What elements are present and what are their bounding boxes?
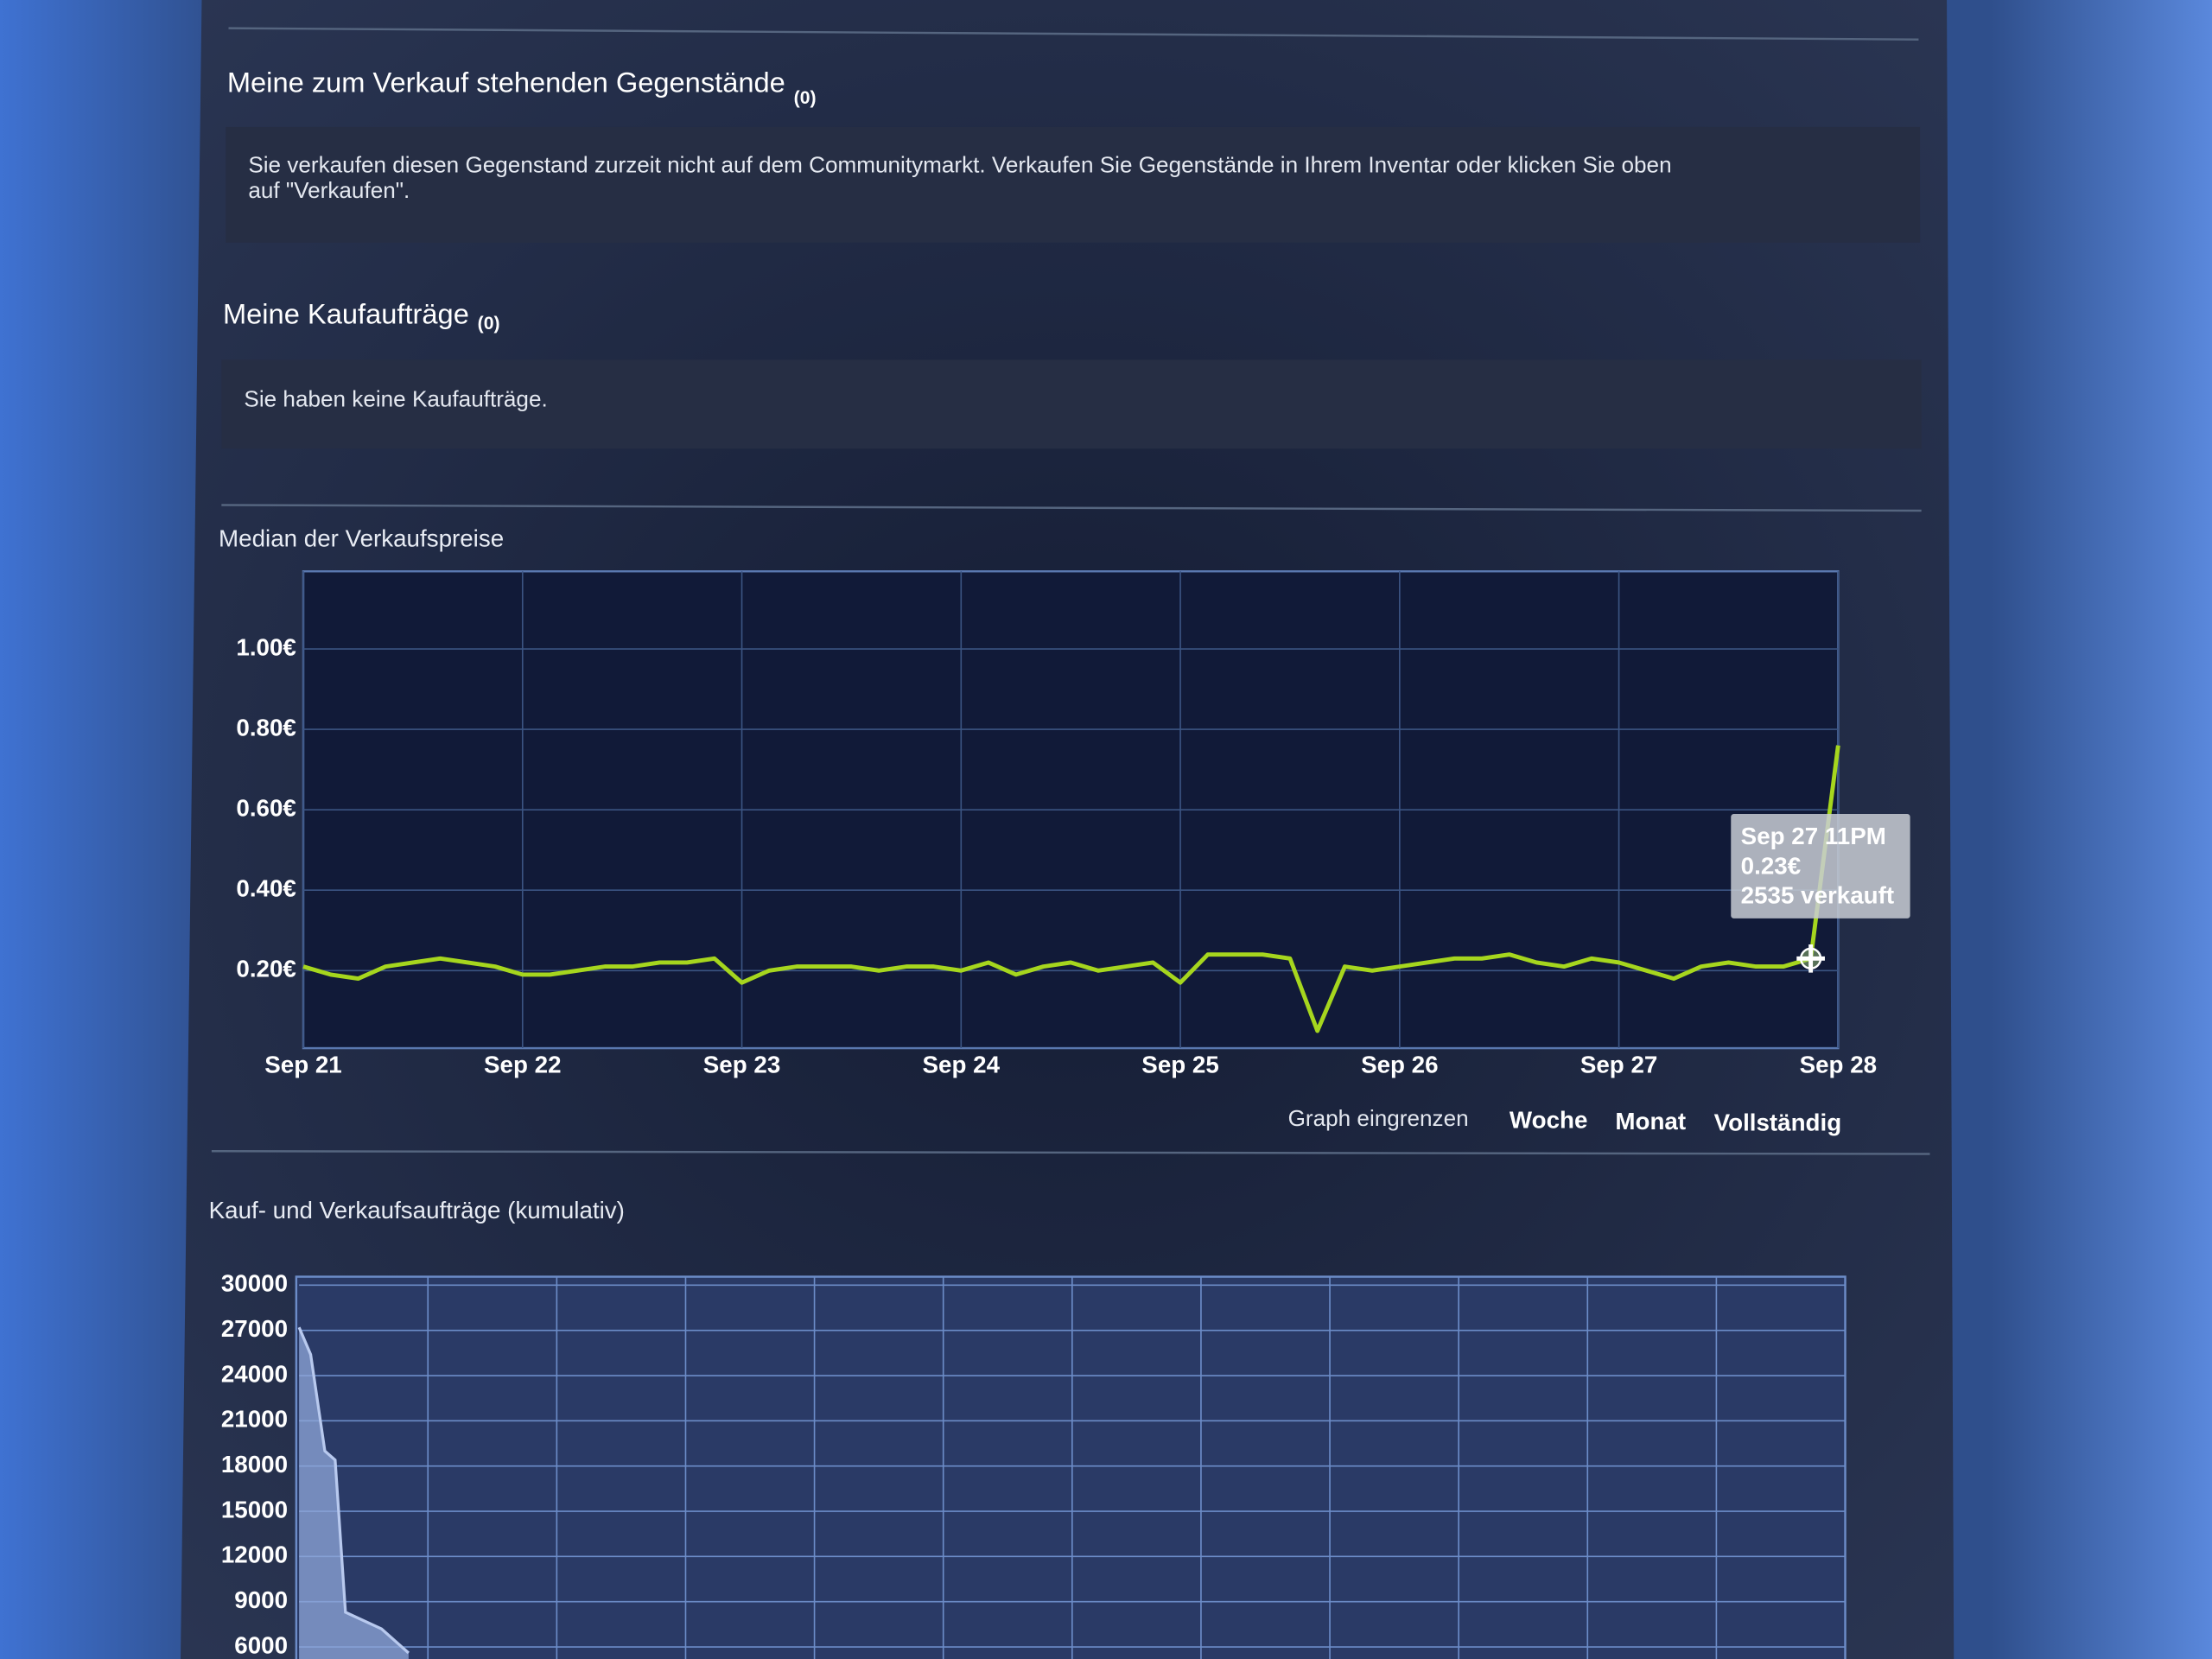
range-full[interactable]: Vollständig: [1714, 1109, 1842, 1136]
range-label: Graph eingrenzen: [1288, 1105, 1469, 1131]
x-tick-label: Sep 28: [1800, 1052, 1877, 1078]
order-area: [299, 1327, 409, 1659]
chart-title: Median der Verkaufspreise: [219, 525, 504, 552]
divider: [211, 1150, 1930, 1155]
y-tick-label: 15000: [221, 1496, 288, 1522]
info-box: [226, 126, 1921, 243]
x-tick-label: Sep 27: [1580, 1052, 1657, 1078]
y-tick-label: 9000: [234, 1586, 288, 1613]
tooltip-text: 0.23€: [1741, 852, 1801, 879]
x-tick-label: Sep 22: [484, 1052, 561, 1078]
section-count: (0): [478, 314, 500, 334]
tooltip-text: Sep 27 11PM: [1741, 823, 1886, 849]
y-tick-label: 18000: [221, 1451, 288, 1478]
section-title: Meine Kaufaufträge: [223, 297, 469, 329]
divider: [228, 27, 1919, 41]
x-tick-label: Sep 23: [703, 1052, 780, 1078]
chart-title: Kauf- und Verkaufsaufträge (kumulativ): [209, 1197, 625, 1224]
section-count: (0): [794, 88, 817, 108]
y-tick-label: 30000: [221, 1270, 288, 1297]
y-tick-label: 27000: [221, 1315, 288, 1342]
y-tick-label: 24000: [221, 1360, 288, 1387]
tooltip-text: 2535 verkauft: [1741, 882, 1894, 909]
info-text: Sie verkaufen diesen Gegenstand zurzeit …: [248, 152, 1671, 178]
tooltip: [1731, 814, 1910, 918]
y-tick-label: 6000: [234, 1631, 288, 1658]
x-tick-label: Sep 26: [1361, 1052, 1438, 1078]
info-box: [221, 359, 1922, 449]
section-title: Meine zum Verkauf stehenden Gegenstände: [227, 67, 785, 99]
info-text: Sie haben keine Kaufaufträge.: [244, 386, 547, 412]
y-tick-label: 0.80€: [236, 714, 296, 741]
x-tick-label: Sep 21: [264, 1052, 341, 1078]
x-tick-label: Sep 24: [923, 1052, 1001, 1078]
crosshair: [1796, 944, 1825, 973]
range-week[interactable]: Woche: [1510, 1106, 1587, 1133]
divider: [221, 504, 1922, 512]
range-month[interactable]: Monat: [1615, 1108, 1686, 1135]
price-line: [302, 745, 1840, 1033]
y-tick-label: 12000: [221, 1541, 288, 1568]
y-tick-label: 0.20€: [236, 956, 296, 982]
y-tick-label: 21000: [221, 1406, 288, 1433]
info-text: auf "Verkaufen".: [248, 177, 410, 203]
y-tick-label: 0.60€: [236, 794, 296, 821]
y-tick-label: 0.40€: [236, 875, 296, 902]
order-line: [297, 1326, 410, 1655]
x-tick-label: Sep 25: [1141, 1052, 1218, 1078]
y-tick-label: 1.00€: [236, 633, 296, 660]
